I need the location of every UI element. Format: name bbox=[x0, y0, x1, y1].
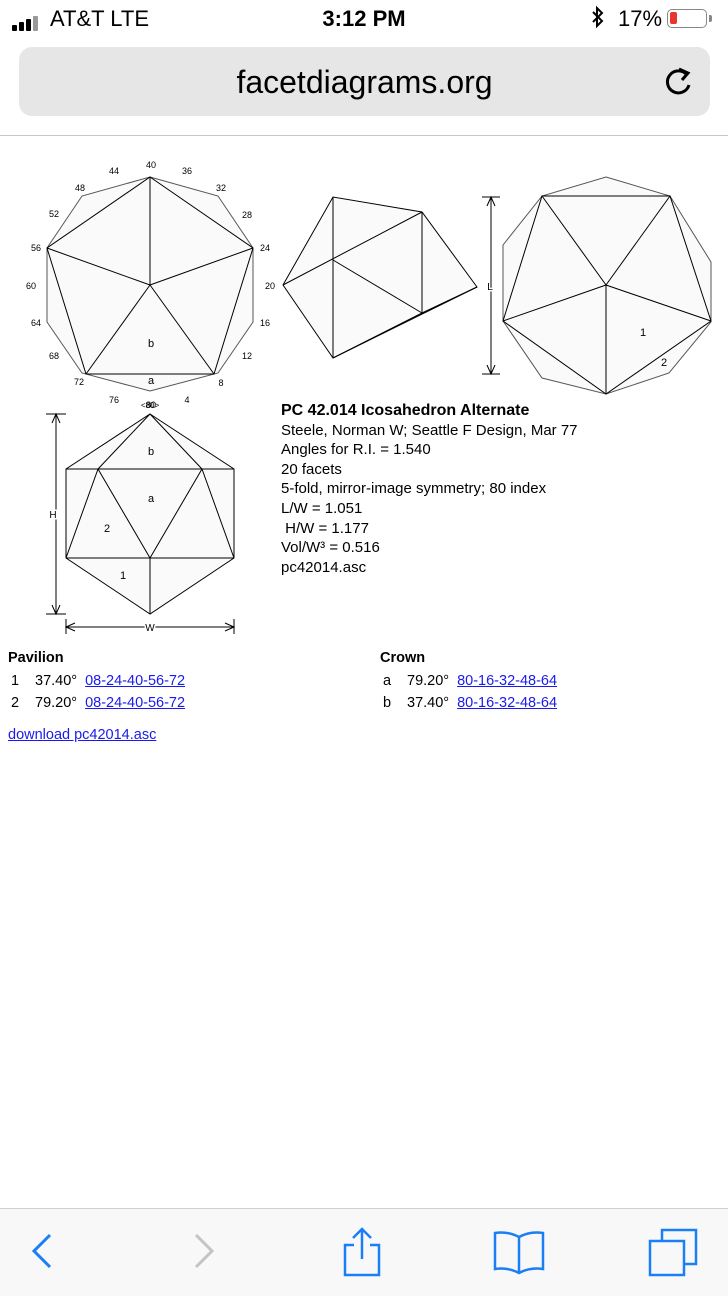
design-hw: H/W = 1.177 bbox=[281, 519, 369, 537]
index-label: 8 bbox=[218, 378, 223, 388]
pavilion-table: Pavilion 1 37.40° 08-24-40-56-72 2 79.20… bbox=[8, 650, 189, 714]
design-facets: 20 facets bbox=[281, 460, 342, 478]
pavilion-facet-label-1: 1 bbox=[640, 327, 646, 339]
battery-icon bbox=[667, 9, 712, 28]
elevation-label-1: 1 bbox=[120, 570, 126, 582]
design-lw: L/W = 1.051 bbox=[281, 499, 363, 517]
index-label: 40 bbox=[146, 160, 156, 170]
index-label: 36 bbox=[182, 166, 192, 176]
bluetooth-icon bbox=[590, 5, 606, 35]
browser-toolbar bbox=[0, 1208, 728, 1296]
elevation-label-2: 2 bbox=[104, 523, 110, 535]
table-row: 2 79.20° 08-24-40-56-72 bbox=[8, 692, 189, 714]
crown-facet-label-a: a bbox=[148, 375, 155, 387]
index-80-label: <80> bbox=[141, 401, 160, 410]
url-text[interactable]: facetdiagrams.org bbox=[236, 64, 493, 100]
index-label: 32 bbox=[216, 183, 226, 193]
crown-heading: Crown bbox=[380, 650, 426, 666]
facet-id: b bbox=[383, 695, 392, 711]
index-label: 80 bbox=[146, 400, 156, 410]
back-icon[interactable] bbox=[26, 1227, 58, 1280]
facet-angle: 37.40° bbox=[35, 673, 78, 689]
table-row: a 79.20° 80-16-32-48-64 bbox=[380, 670, 561, 692]
index-label: 60 bbox=[26, 281, 36, 291]
crown-table-pentagon bbox=[46, 176, 254, 375]
index-label: 28 bbox=[242, 210, 252, 220]
pavilion-facet-label-2: 2 bbox=[661, 357, 667, 369]
table-row: b 37.40° 80-16-32-48-64 bbox=[380, 692, 561, 714]
status-bar: AT&T LTE 3:12 PM 17% bbox=[0, 0, 728, 40]
bookmarks-icon[interactable] bbox=[492, 1227, 546, 1282]
index-label: 12 bbox=[242, 351, 252, 361]
facet-angle: 79.20° bbox=[407, 673, 450, 689]
facet-id: 1 bbox=[11, 673, 20, 689]
elevation-label-b: b bbox=[148, 446, 154, 458]
crown-facet-label-b: b bbox=[148, 338, 154, 350]
index-label: 64 bbox=[31, 318, 41, 328]
side-index-label: 20 bbox=[265, 281, 275, 291]
table-row: 1 37.40° 08-24-40-56-72 bbox=[8, 670, 189, 692]
width-label: W bbox=[145, 623, 155, 634]
clock: 3:12 PM bbox=[322, 6, 406, 31]
index-label: 48 bbox=[75, 183, 85, 193]
share-icon[interactable] bbox=[340, 1227, 384, 1284]
battery-percent: 17% bbox=[618, 6, 663, 31]
signal-icon bbox=[12, 13, 40, 31]
length-label: L bbox=[487, 282, 493, 293]
facet-id: a bbox=[383, 673, 392, 689]
index-label: 76 bbox=[109, 395, 119, 405]
design-symmetry: 5-fold, mirror-image symmetry; 80 index bbox=[281, 480, 547, 498]
index-label: 52 bbox=[49, 209, 59, 219]
facet-diagram: 40 36 32 28 24 16 12 8 4 80 76 72 68 64 … bbox=[26, 160, 712, 636]
index-label: 24 bbox=[260, 243, 270, 253]
elevation-label-a: a bbox=[148, 493, 155, 505]
height-label: H bbox=[49, 510, 56, 521]
design-title: PC 42.014 Icosahedron Alternate bbox=[281, 402, 530, 419]
pavilion-pentagon bbox=[502, 195, 712, 395]
download-link[interactable]: download pc42014.asc bbox=[8, 727, 157, 743]
carrier-label: AT&T LTE bbox=[50, 6, 150, 31]
index-label: 44 bbox=[109, 166, 119, 176]
index-label: 16 bbox=[260, 318, 270, 328]
design-info: PC 42.014 Icosahedron Alternate Steele, … bbox=[281, 401, 578, 577]
facet-angle: 79.20° bbox=[35, 695, 78, 711]
facet-indexes-link[interactable]: 80-16-32-48-64 bbox=[457, 673, 558, 689]
design-vol: Vol/W³ = 0.516 bbox=[281, 539, 380, 557]
facet-indexes-link[interactable]: 08-24-40-56-72 bbox=[85, 673, 186, 689]
page-divider bbox=[0, 135, 728, 136]
design-angles: Angles for R.I. = 1.540 bbox=[281, 441, 431, 459]
index-label: 4 bbox=[184, 395, 189, 405]
facet-id: 2 bbox=[11, 695, 20, 711]
side-profile bbox=[282, 196, 478, 359]
index-label: 56 bbox=[31, 243, 41, 253]
crown-table: Crown a 79.20° 80-16-32-48-64 b 37.40° 8… bbox=[380, 650, 561, 714]
tabs-icon[interactable] bbox=[648, 1227, 700, 1284]
facet-indexes-link[interactable]: 08-24-40-56-72 bbox=[85, 695, 186, 711]
index-label: 72 bbox=[74, 377, 84, 387]
pavilion-heading: Pavilion bbox=[8, 650, 64, 666]
address-bar[interactable]: facetdiagrams.org bbox=[19, 47, 710, 116]
facet-indexes-link[interactable]: 80-16-32-48-64 bbox=[457, 695, 558, 711]
forward-icon[interactable] bbox=[188, 1227, 220, 1280]
design-author: Steele, Norman W; Seattle F Design, Mar … bbox=[281, 421, 578, 439]
design-file: pc42014.asc bbox=[281, 558, 367, 576]
index-label: 68 bbox=[49, 351, 59, 361]
reload-icon[interactable] bbox=[660, 61, 696, 106]
facet-angle: 37.40° bbox=[407, 695, 450, 711]
